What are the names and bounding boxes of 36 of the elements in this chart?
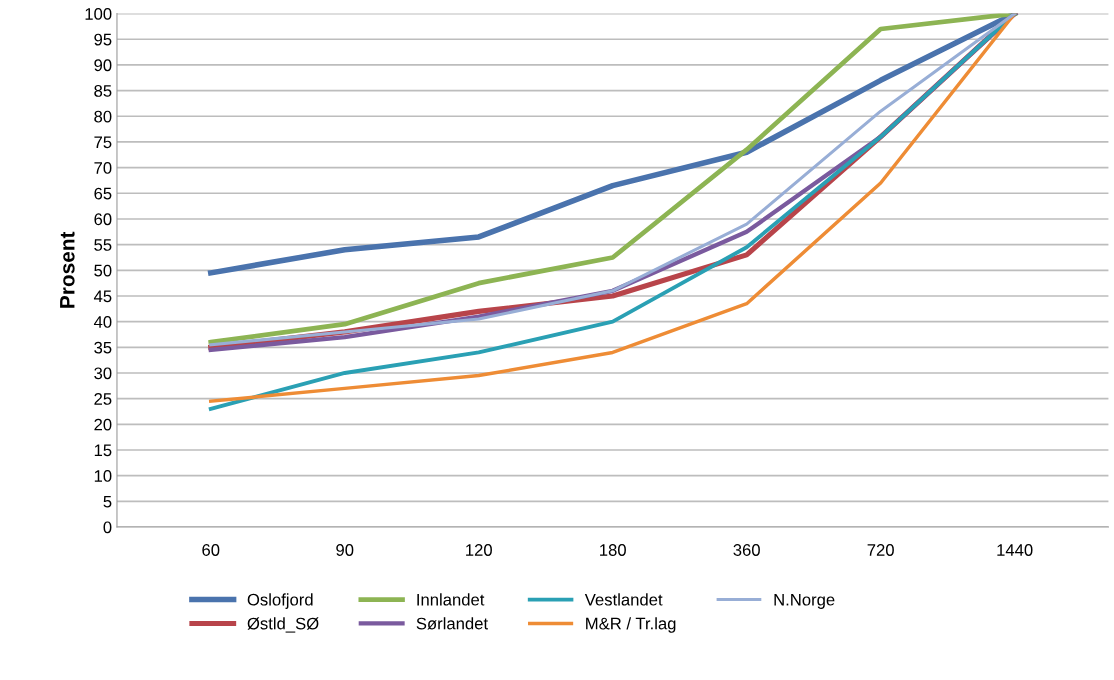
y-tick-label: 70: [94, 162, 112, 174]
y-tick-label: 65: [94, 187, 112, 200]
x-tick-label: 90: [336, 544, 354, 556]
y-tick-label: 30: [94, 367, 112, 380]
y-tick-label: 20: [94, 418, 112, 431]
y-tick-label: 0: [103, 521, 112, 534]
legend-label: Østld_SØ: [247, 617, 319, 633]
legend-label: Oslofjord: [247, 593, 313, 609]
y-tick-label: 45: [93, 290, 112, 303]
x-tick-label: 720: [867, 544, 894, 556]
legend-label: N.Norge: [774, 593, 835, 609]
x-tick-label: 180: [600, 544, 626, 556]
legend-label: Sørlandet: [416, 617, 488, 630]
x-tick-label: 1440: [997, 544, 1033, 556]
y-tick-label: 60: [94, 213, 112, 226]
y-tick-label: 80: [94, 110, 112, 123]
y-tick-label: 25: [94, 393, 112, 405]
y-tick-label: 95: [94, 33, 112, 46]
legend-label: Vestlandet: [584, 593, 663, 606]
y-tick-label: 35: [94, 341, 112, 354]
y-tick-label: 100: [85, 8, 112, 20]
x-tick-label: 120: [466, 544, 492, 556]
y-tick-label: 40: [93, 316, 112, 328]
y-tick-label: 75: [94, 136, 112, 149]
y-axis-title: Prosent: [60, 231, 75, 308]
y-tick-label: 50: [94, 264, 112, 277]
y-tick-label: 55: [94, 239, 112, 251]
y-tick-label: 5: [103, 495, 112, 508]
legend-label: M&R / Tr.lag: [586, 617, 676, 633]
y-tick-label: 15: [94, 444, 112, 457]
y-tick-label: 90: [94, 59, 112, 72]
y-tick-label: 85: [94, 85, 112, 97]
legend-label: Innlandet: [417, 593, 485, 606]
y-tick-label: 10: [94, 470, 112, 482]
x-tick-label: 60: [202, 544, 220, 556]
x-tick-label: 360: [733, 544, 760, 556]
